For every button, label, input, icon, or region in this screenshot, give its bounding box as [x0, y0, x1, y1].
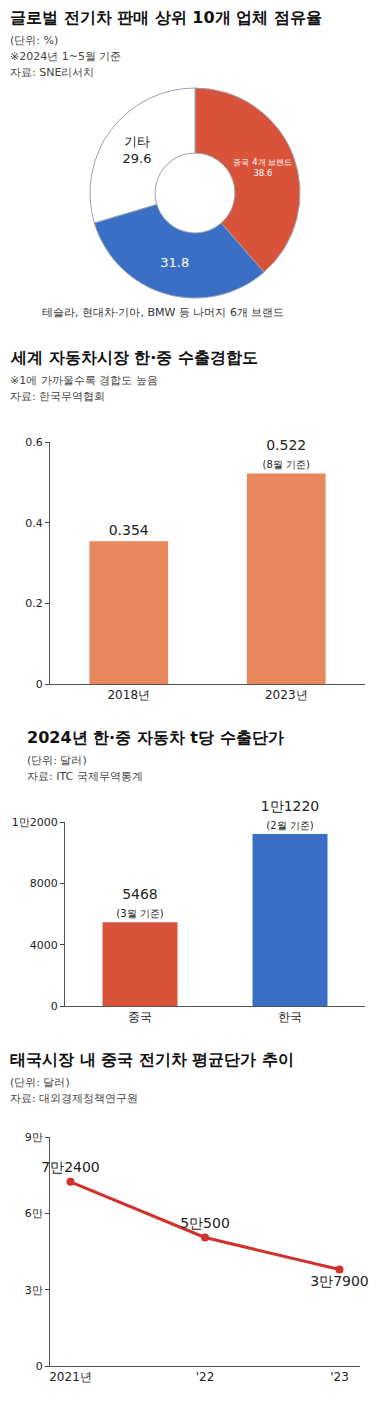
svg-text:세계 자동차시장 한·중 수출경합도: 세계 자동차시장 한·중 수출경합도: [10, 348, 258, 367]
svg-text:자료: SNE리서치: 자료: SNE리서치: [10, 66, 94, 79]
svg-text:※2024년 1~5월 기준: ※2024년 1~5월 기준: [10, 50, 121, 63]
svg-text:0.2: 0.2: [25, 597, 43, 610]
svg-text:2021년: 2021년: [49, 1370, 92, 1384]
svg-text:한국: 한국: [278, 1010, 302, 1024]
svg-text:태국시장 내 중국 전기차 평균단가 추이: 태국시장 내 중국 전기차 평균단가 추이: [10, 1050, 294, 1069]
svg-text:3만7900: 3만7900: [310, 1273, 369, 1289]
svg-text:0.354: 0.354: [109, 522, 149, 538]
svg-text:※1에 가까울수록 경합도 높음: ※1에 가까울수록 경합도 높음: [10, 374, 158, 387]
svg-text:자료: 대외경제정책연구원: 자료: 대외경제정책연구원: [10, 1092, 138, 1105]
svg-text:2018년: 2018년: [107, 688, 150, 702]
svg-text:9만: 9만: [25, 1131, 43, 1144]
svg-text:1만1220(2월 기준): 1만1220(2월 기준): [261, 798, 320, 831]
svg-text:(단위: 달러): (단위: 달러): [27, 754, 87, 767]
svg-text:0: 0: [36, 678, 43, 691]
svg-text:0.522(8월 기준): 0.522(8월 기준): [263, 437, 310, 470]
svg-text:'22: '22: [196, 1370, 215, 1384]
svg-text:자료: 한국무역협회: 자료: 한국무역협회: [10, 390, 105, 403]
svg-text:'23: '23: [330, 1370, 349, 1384]
svg-text:1만2000: 1만2000: [12, 816, 58, 829]
svg-text:0.4: 0.4: [25, 517, 43, 530]
svg-text:7만2400: 7만2400: [41, 1159, 100, 1175]
svg-text:중국: 중국: [128, 1010, 152, 1024]
svg-text:(단위: 달러): (단위: 달러): [10, 1076, 70, 1089]
svg-text:0: 0: [51, 1000, 58, 1013]
svg-text:5468(3월 기준): 5468(3월 기준): [116, 886, 163, 919]
svg-text:중국 4개 브랜드38.6: 중국 4개 브랜드38.6: [233, 157, 292, 178]
svg-text:6만: 6만: [25, 1207, 43, 1220]
svg-text:0.6: 0.6: [25, 436, 43, 449]
svg-text:테슬라, 현대차·기아, BMW 등 나머지 6개 브랜드: 테슬라, 현대차·기아, BMW 등 나머지 6개 브랜드: [42, 306, 284, 319]
svg-text:2024년 한·중 자동차 t당 수출단가: 2024년 한·중 자동차 t당 수출단가: [27, 728, 284, 747]
svg-text:기타29.6: 기타29.6: [122, 134, 151, 166]
svg-text:0: 0: [36, 1360, 43, 1373]
svg-text:3만: 3만: [25, 1284, 43, 1297]
svg-text:4000: 4000: [30, 939, 58, 952]
svg-text:31.8: 31.8: [160, 255, 189, 270]
svg-text:(단위: %): (단위: %): [10, 34, 58, 47]
svg-text:5만500: 5만500: [180, 1215, 230, 1231]
svg-text:글로벌 전기차 판매 상위 10개 업체 점유율: 글로벌 전기차 판매 상위 10개 업체 점유율: [10, 8, 322, 27]
svg-text:자료: ITC 국제무역통계: 자료: ITC 국제무역통계: [27, 770, 143, 783]
svg-text:2023년: 2023년: [265, 688, 308, 702]
svg-text:8000: 8000: [30, 877, 58, 890]
